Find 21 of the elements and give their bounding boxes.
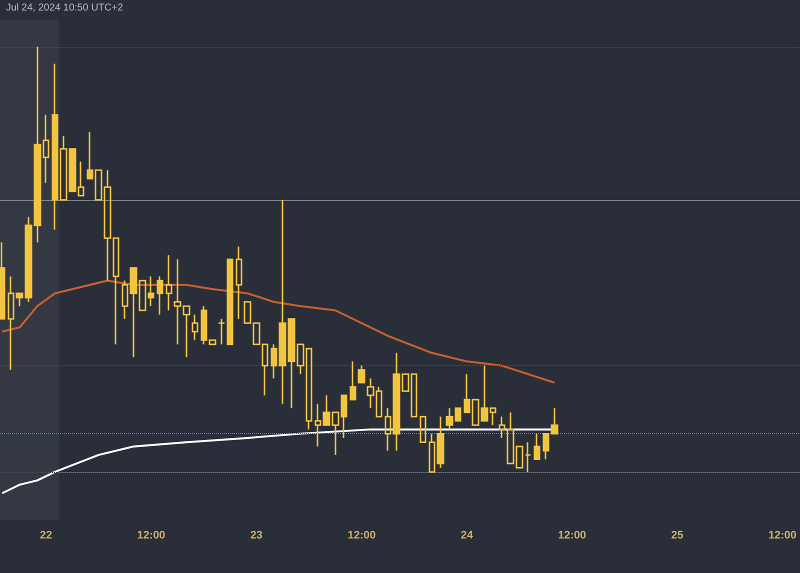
x-tick-label: 25: [671, 530, 684, 542]
x-tick-label: 12:00: [558, 530, 586, 542]
candlestick: [0, 242, 6, 320]
text: Jul 24, 2024 10:50 UTC+2: [6, 2, 124, 14]
candlestick: [226, 258, 234, 346]
x-tick-label: 12:00: [137, 530, 166, 542]
x-tick-label: 12:00: [348, 530, 376, 542]
candlestick: [358, 364, 366, 384]
x-tick-label: 23: [250, 530, 263, 542]
candlestick: [156, 276, 164, 316]
x-tick-label: 22: [40, 530, 52, 542]
candlestick: [350, 360, 356, 400]
candlestick: [534, 432, 540, 460]
candlestick: [524, 441, 532, 473]
candlestick: [218, 318, 226, 346]
candlestick: [236, 246, 242, 320]
x-tick-label: 12:00: [768, 530, 797, 542]
x-tick-label: 24: [460, 530, 474, 542]
candlestick: [420, 416, 426, 443]
candlestick: [192, 314, 198, 341]
candlestick: [166, 254, 172, 312]
